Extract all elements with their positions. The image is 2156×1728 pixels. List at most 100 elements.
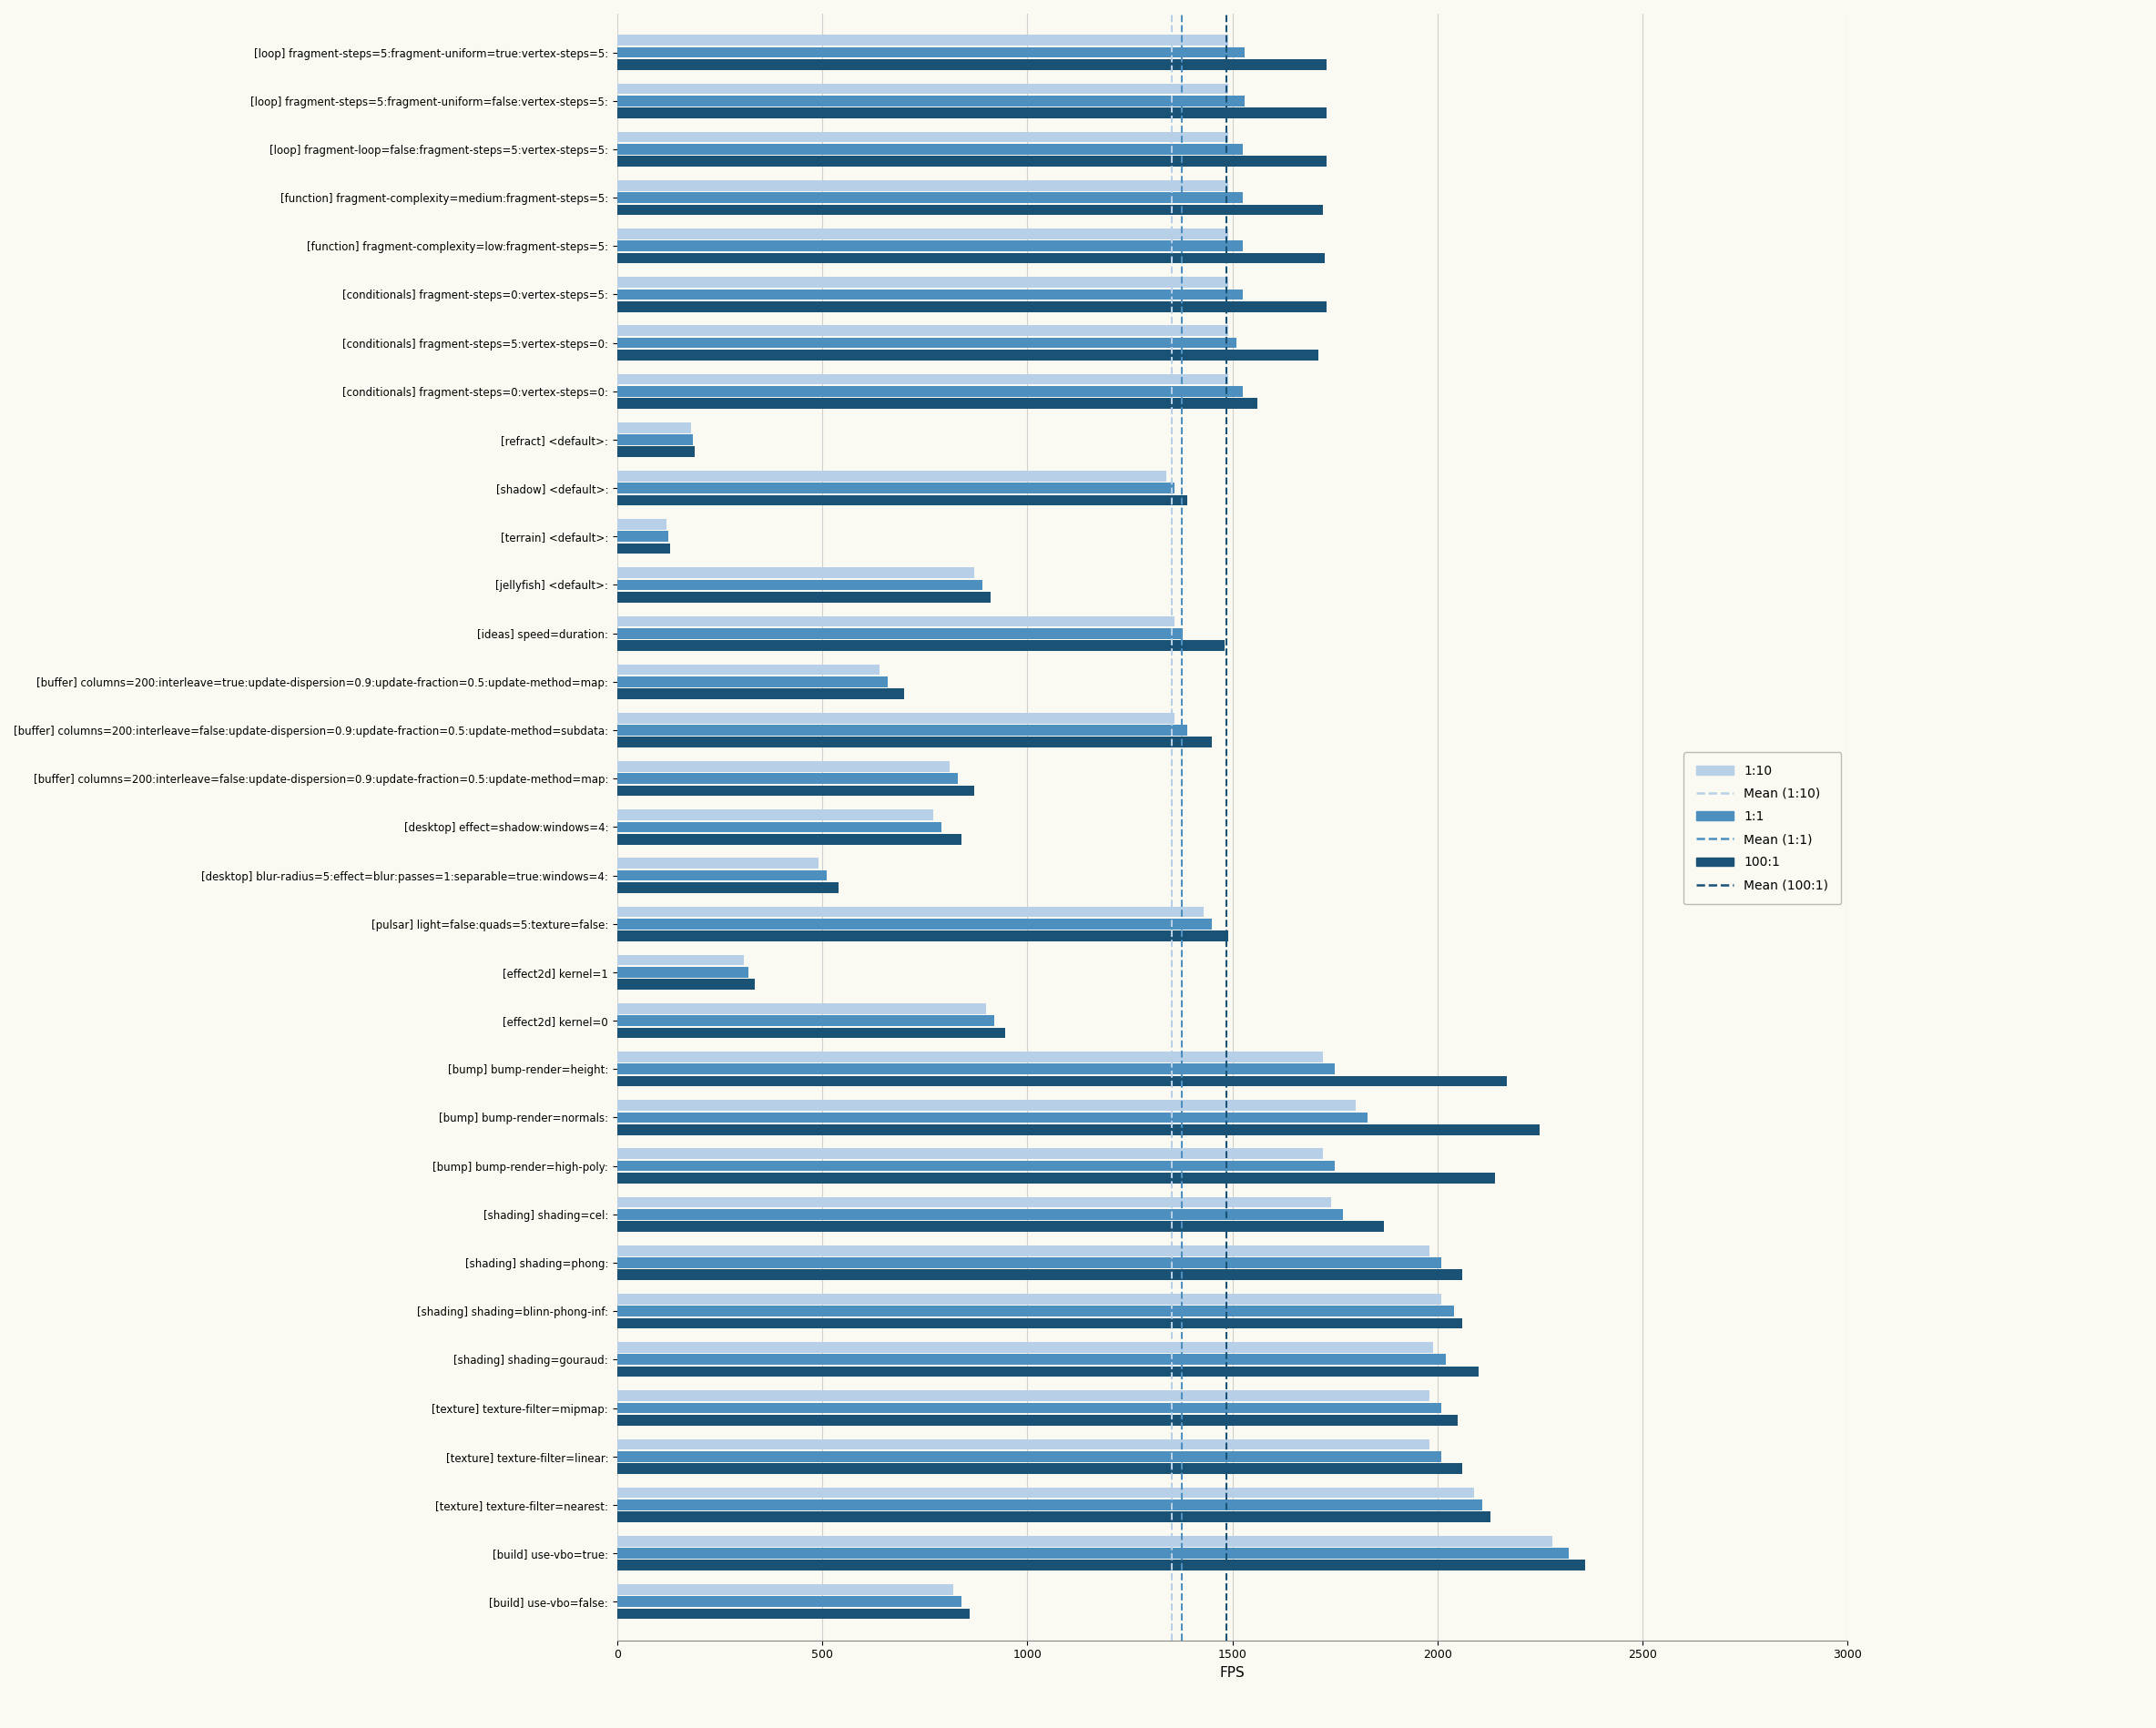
Bar (617, 1258, 1442, 1268)
Bar (617, 1560, 1585, 1571)
Bar (617, 59, 1326, 69)
Bar (617, 688, 903, 700)
Bar (617, 1452, 1442, 1462)
Bar (617, 1222, 1384, 1232)
Bar (617, 772, 957, 785)
Bar (617, 204, 1322, 214)
Bar (617, 482, 1175, 494)
Bar (617, 83, 1229, 93)
Bar (617, 1367, 1479, 1377)
Bar (617, 530, 668, 543)
Bar (617, 1488, 1475, 1498)
Bar (617, 1306, 1453, 1317)
Bar (617, 143, 1242, 154)
Bar (617, 240, 1242, 251)
Bar (617, 1016, 994, 1026)
Bar (617, 823, 942, 833)
Bar (617, 1512, 1490, 1522)
Bar (617, 276, 1229, 287)
Bar (617, 639, 1225, 651)
Bar (617, 325, 1229, 337)
Bar (617, 434, 692, 446)
Bar (617, 1318, 1462, 1329)
Bar (617, 470, 1166, 482)
Bar (617, 1028, 1005, 1039)
Bar (617, 1052, 1322, 1063)
Bar (617, 518, 666, 530)
Bar (617, 835, 962, 845)
Bar (617, 786, 975, 797)
Bar (617, 627, 1184, 639)
Bar (617, 968, 748, 978)
Bar (617, 373, 1229, 385)
Bar (617, 760, 949, 772)
Bar (617, 1439, 1429, 1450)
Bar (617, 131, 1229, 142)
Bar (617, 349, 1319, 361)
Bar (617, 1210, 1343, 1220)
Bar (617, 1500, 1483, 1510)
Bar (617, 1101, 1356, 1111)
Bar (617, 289, 1242, 299)
Bar (617, 1113, 1367, 1123)
Bar (617, 494, 1188, 506)
Bar (617, 1149, 1322, 1159)
Bar (617, 907, 1203, 918)
Bar (617, 228, 1229, 238)
Bar (617, 1246, 1429, 1256)
Bar (617, 180, 1229, 190)
Bar (617, 1294, 1442, 1305)
Bar (617, 1403, 1442, 1414)
Bar (617, 1125, 1539, 1135)
Bar (617, 397, 1257, 410)
Bar (617, 107, 1326, 118)
Bar (617, 252, 1324, 263)
Bar (617, 47, 1244, 57)
Bar (617, 1548, 1570, 1559)
Bar (617, 676, 888, 688)
Bar (617, 956, 744, 966)
Bar (617, 931, 1229, 942)
Bar (617, 1391, 1429, 1401)
Bar (617, 156, 1326, 166)
Bar (617, 1609, 970, 1619)
Bar (617, 712, 1175, 724)
Bar (617, 1597, 962, 1607)
Bar (617, 1415, 1457, 1426)
Bar (617, 1536, 1552, 1547)
Bar (617, 615, 1175, 627)
Bar (617, 859, 817, 869)
Bar (617, 1355, 1447, 1365)
Bar (617, 1464, 1462, 1474)
Bar (617, 810, 934, 821)
Bar (617, 1077, 1507, 1087)
Bar (617, 1198, 1330, 1208)
Bar (617, 724, 1188, 736)
Bar (617, 422, 690, 434)
Bar (617, 385, 1242, 397)
Bar (617, 591, 990, 603)
Bar (617, 980, 755, 990)
Bar (617, 1004, 985, 1014)
Bar (617, 446, 694, 458)
Bar (617, 1585, 953, 1595)
Bar (617, 883, 839, 893)
Bar (617, 871, 826, 881)
Bar (617, 1270, 1462, 1280)
Bar (617, 301, 1326, 311)
Bar (617, 192, 1242, 202)
Legend: 1:10, Mean (1:10), 1:1, Mean (1:1), 100:1, Mean (100:1): 1:10, Mean (1:10), 1:1, Mean (1:1), 100:… (1684, 752, 1841, 904)
Bar (617, 1173, 1494, 1184)
Bar (617, 95, 1244, 105)
Bar (617, 664, 880, 676)
Bar (617, 337, 1235, 349)
Bar (617, 35, 1229, 45)
Bar (617, 919, 1212, 930)
Bar (617, 1064, 1335, 1075)
Bar (617, 736, 1212, 748)
Bar (617, 579, 983, 591)
Bar (617, 567, 975, 579)
X-axis label: FPS: FPS (1220, 1666, 1244, 1680)
Bar (617, 1161, 1335, 1172)
Bar (617, 543, 671, 555)
